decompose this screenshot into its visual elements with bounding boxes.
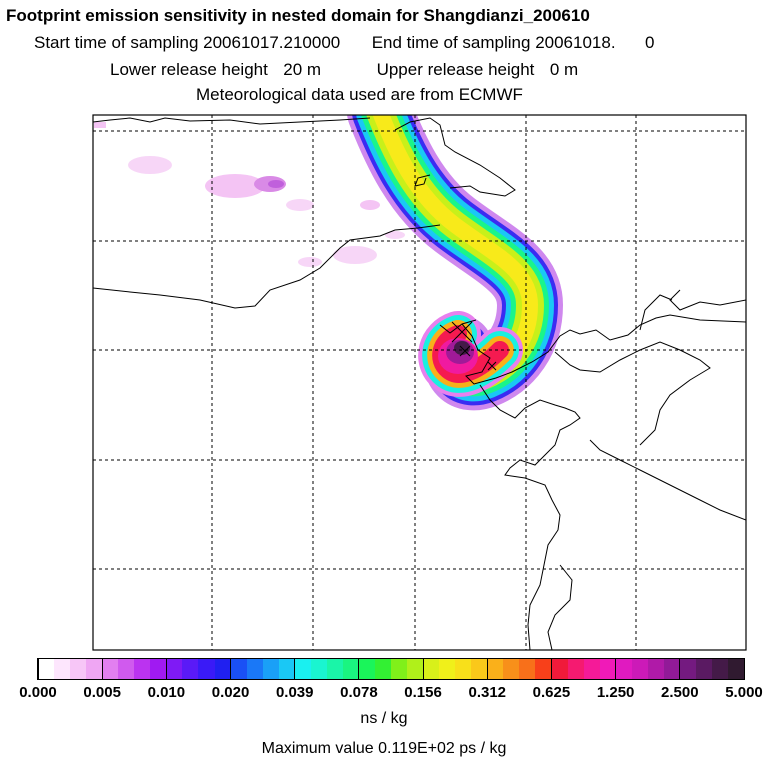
colorbar-segment bbox=[326, 659, 344, 679]
faint-sensitivity-patches bbox=[94, 122, 405, 267]
start-time-label: Start time of sampling bbox=[34, 33, 199, 52]
colorbar-segment bbox=[567, 659, 585, 679]
colorbar-segment bbox=[439, 659, 456, 679]
met-data-line: Meteorological data used are from ECMWF bbox=[196, 85, 523, 104]
colorbar-segment bbox=[471, 659, 488, 679]
maximum-value-text: Maximum value 0.119E+02 ps / kg bbox=[261, 740, 507, 757]
colorbar-segment bbox=[54, 659, 71, 679]
colorbar-tick-label: 0.010 bbox=[147, 684, 186, 701]
colorbar-segment bbox=[310, 659, 328, 679]
map-frame bbox=[92, 114, 747, 651]
colorbar-segment bbox=[487, 659, 504, 679]
colorbar-segment bbox=[423, 659, 440, 679]
colorbar-tick-label: 0.000 bbox=[19, 684, 57, 701]
colorbar-tick-label: 0.020 bbox=[211, 684, 250, 701]
colorbar-segment bbox=[519, 659, 536, 679]
colorbar-tick-label: 2.500 bbox=[661, 684, 699, 701]
colorbar-divider bbox=[294, 659, 296, 679]
footprint-map bbox=[92, 114, 747, 651]
release-heights-line: Lower release height 20 m Upper release … bbox=[110, 60, 578, 80]
lat-lon-grid bbox=[93, 115, 746, 650]
colorbar-segment bbox=[134, 659, 151, 679]
colorbar-tick-label: 0.156 bbox=[404, 684, 442, 701]
colorbar-segment bbox=[711, 659, 729, 679]
colorbar-divider bbox=[165, 659, 167, 679]
colorbar-tick-label: 0.312 bbox=[468, 684, 507, 701]
colorbar-segment bbox=[679, 659, 697, 679]
colorbar-segment bbox=[599, 659, 617, 679]
colorbar bbox=[37, 658, 745, 680]
end-time-value: 20061018. bbox=[535, 33, 616, 52]
colorbar-segment bbox=[294, 659, 312, 679]
colorbar-border bbox=[37, 658, 745, 680]
colorbar-divider bbox=[422, 659, 424, 679]
colorbar-segment bbox=[214, 659, 232, 679]
colorbar-tick-label: 1.250 bbox=[596, 684, 635, 701]
colorbar-segment bbox=[198, 659, 216, 679]
colorbar-segment bbox=[455, 659, 472, 679]
colorbar-tick-label: 0.625 bbox=[532, 684, 571, 701]
colorbar-segment bbox=[391, 659, 408, 679]
colorbar-segment bbox=[102, 659, 119, 679]
colorbar-segment bbox=[727, 659, 745, 679]
colorbar-segment bbox=[583, 659, 601, 679]
end-time-label: End time of sampling bbox=[371, 33, 531, 52]
colorbar-segment bbox=[118, 659, 135, 679]
colorbar-segment bbox=[150, 659, 167, 679]
colorbar-units: ns / kg bbox=[360, 710, 408, 727]
colorbar-segment bbox=[262, 659, 280, 679]
colorbar-segment bbox=[278, 659, 296, 679]
colorbar-segment bbox=[358, 659, 376, 679]
colorbar-divider bbox=[101, 659, 103, 679]
lower-height-label: Lower release height bbox=[110, 60, 268, 79]
colorbar-tick-label: 0.078 bbox=[340, 684, 378, 701]
coastlines bbox=[93, 117, 746, 650]
colorbar-segment bbox=[615, 659, 633, 679]
colorbar-segment bbox=[407, 659, 424, 679]
plot-title: Footprint emission sensitivity in nested… bbox=[6, 6, 590, 25]
colorbar-segment bbox=[631, 659, 649, 679]
start-time-value: 20061017.210000 bbox=[203, 33, 341, 52]
colorbar-segment bbox=[374, 659, 392, 679]
colorbar-segment bbox=[246, 659, 264, 679]
colorbar-segment bbox=[38, 659, 55, 679]
lower-height-value: 20 m bbox=[283, 60, 322, 79]
receptor-markers bbox=[451, 321, 497, 371]
colorbar-divider bbox=[230, 659, 232, 679]
colorbar-divider bbox=[358, 659, 360, 679]
end-time-suffix: 0 bbox=[645, 33, 655, 52]
colorbar-segment bbox=[166, 659, 183, 679]
colorbar-segment bbox=[695, 659, 713, 679]
colorbar-tick-label: 5.000 bbox=[725, 684, 763, 701]
colorbar-divider bbox=[486, 659, 488, 679]
colorbar-segment bbox=[647, 659, 665, 679]
release-hotspot bbox=[438, 338, 478, 374]
colorbar-segment bbox=[551, 659, 569, 679]
colorbar-segment bbox=[342, 659, 360, 679]
colorbar-segment bbox=[182, 659, 200, 679]
upper-height-value: 0 m bbox=[549, 60, 579, 79]
colorbar-divider bbox=[679, 659, 681, 679]
colorbar-segment bbox=[503, 659, 520, 679]
colorbar-segment bbox=[535, 659, 553, 679]
colorbar-divider bbox=[615, 659, 617, 679]
colorbar-segment bbox=[86, 659, 103, 679]
colorbar-divider bbox=[550, 659, 552, 679]
colorbar-tick-label: 0.039 bbox=[275, 684, 314, 701]
sampling-times-line: Start time of sampling 20061017.210000 E… bbox=[34, 33, 655, 53]
upper-height-label: Upper release height bbox=[376, 60, 535, 79]
colorbar-tick-label: 0.005 bbox=[83, 684, 121, 701]
colorbar-segment bbox=[230, 659, 248, 679]
colorbar-divider bbox=[37, 659, 39, 679]
colorbar-segment bbox=[70, 659, 87, 679]
colorbar-segment bbox=[663, 659, 681, 679]
